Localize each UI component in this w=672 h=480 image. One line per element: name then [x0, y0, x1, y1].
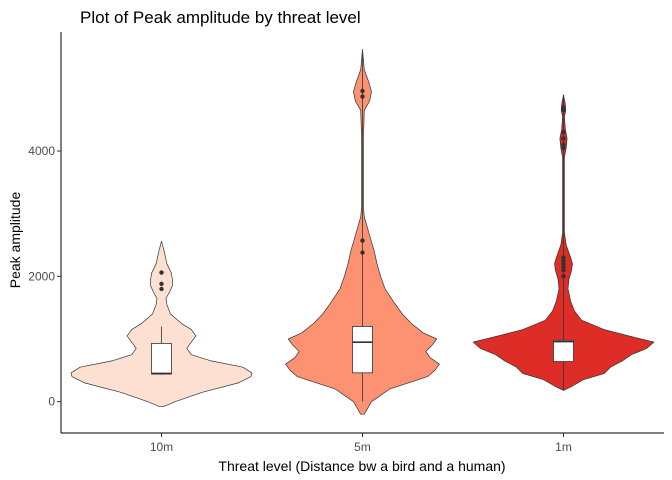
outlier-point-1m [561, 145, 566, 151]
outlier-point-1m [561, 267, 566, 273]
outlier-point-1m [561, 274, 566, 279]
outlier-point-1m [561, 108, 566, 113]
outlier-point-1m [561, 104, 566, 110]
outlier-point-1m [561, 255, 566, 260]
y-tick-label: 4000 [28, 144, 55, 158]
violins-layer [70, 49, 655, 415]
outlier-point-10m [159, 286, 164, 292]
violin-10m [70, 240, 253, 408]
axes-layer: 0 2000 4000 10m 5m 1m [28, 32, 664, 454]
y-axis-title: Peak amplitude [7, 192, 23, 289]
outlier-point-1m [561, 130, 566, 135]
outlier-point-1m [561, 261, 566, 267]
outlier-point-1m [561, 258, 566, 263]
box-10m [151, 343, 172, 375]
y-tick-label: 2000 [28, 269, 55, 283]
outlier-point-5m [360, 250, 365, 255]
outlier-point-5m [360, 94, 365, 99]
box-5m [352, 326, 373, 374]
x-tick-label: 1m [555, 440, 572, 454]
outlier-point-10m [159, 281, 164, 287]
x-tick-label: 5m [354, 440, 371, 454]
outlier-point-1m [561, 264, 566, 270]
y-tick-label: 0 [48, 395, 55, 409]
chart-title: Plot of Peak amplitude by threat level [80, 8, 361, 27]
outlier-point-1m [561, 142, 566, 147]
x-tick-label: 10m [150, 440, 173, 454]
outlier-point-5m [360, 88, 365, 94]
outlier-point-5m [360, 238, 365, 243]
box-1m [553, 339, 574, 362]
x-axis-title: Threat level (Distance bw a bird and a h… [218, 458, 505, 474]
outlier-point-10m [159, 270, 164, 275]
outlier-point-1m [561, 136, 566, 141]
